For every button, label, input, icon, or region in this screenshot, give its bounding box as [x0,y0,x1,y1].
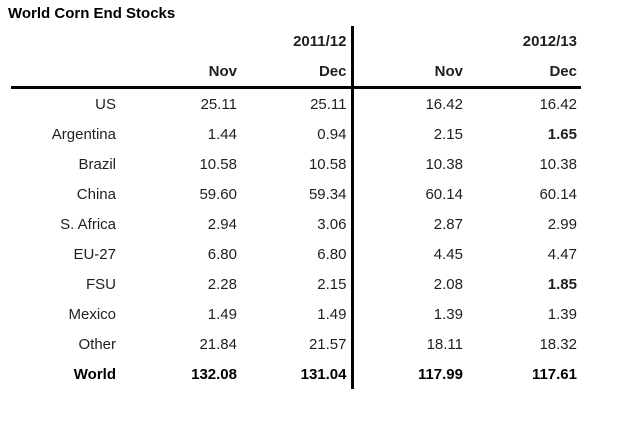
cell-2011-12-nov: 25.11 [200,95,237,113]
cell-2011-12-dec: 3.06 [241,209,354,239]
row-label: S. Africa [60,215,116,233]
cell-2011-12-dec: 21.57 [241,329,354,359]
table-row: Brazil 10.58 10.58 10.38 10.38 [11,149,581,179]
table-row: Mexico 1.49 1.49 1.39 1.39 [11,299,581,329]
cell-2011-12-dec: 25.11 [241,87,354,119]
row-label: US [95,95,116,113]
year-header-spacer [11,26,120,56]
cell-2012-13-nov: 16.42 [425,95,463,113]
row-label: Mexico [68,305,116,323]
month-header-nov-2012: Nov [352,56,467,89]
cell-2011-12-nov: 1.44 [207,125,237,143]
row-label: China [76,185,116,203]
table-body: US 25.11 25.11 16.42 16.42 Argentina 1.4… [11,87,581,389]
cell-2011-12-dec: 59.34 [241,179,354,209]
cell-2012-13-dec: 10.38 [539,155,577,173]
cell-2011-12-nov: 132.08 [191,365,237,383]
cell-2012-13-nov: 60.14 [425,185,463,203]
table-row: World 132.08 131.04 117.99 117.61 [11,359,581,389]
cell-2012-13-dec: 18.32 [539,335,577,353]
cell-2012-13-nov: 10.38 [425,155,463,173]
row-label: FSU [86,275,116,293]
cell-2012-13-nov: 1.39 [433,305,463,323]
cell-2011-12-dec: 6.80 [241,239,354,269]
cell-2012-13-nov: 2.87 [433,215,463,233]
cell-2012-13-dec: 16.42 [539,95,577,113]
month-header-dec-2012: Dec [467,56,581,89]
cell-2012-13-dec: 2.99 [547,215,577,233]
cell-2012-13-nov: 117.99 [417,365,463,383]
row-label: EU-27 [73,245,116,263]
cell-2012-13-dec: 1.85 [547,275,577,293]
month-header-nov-2011: Nov [120,56,241,89]
table-row: Argentina 1.44 0.94 2.15 1.65 [11,119,581,149]
cell-2012-13-nov: 2.15 [433,125,463,143]
cell-2012-13-dec: 1.39 [547,305,577,323]
cell-2011-12-nov: 59.60 [199,185,237,203]
cell-2011-12-dec: 10.58 [241,149,354,179]
month-header-dec-2011: Dec [241,56,354,89]
cell-2011-12-nov: 21.84 [199,335,237,353]
cell-2011-12-dec: 0.94 [241,119,354,149]
cell-2011-12-nov: 2.28 [207,275,237,293]
year-header-row: 2011/12 2012/13 [11,26,581,56]
table-row: Other 21.84 21.57 18.11 18.32 [11,329,581,359]
cell-2012-13-nov: 2.08 [433,275,463,293]
cell-2011-12-nov: 6.80 [207,245,237,263]
page-title: World Corn End Stocks [8,5,176,22]
cell-2011-12-dec: 2.15 [241,269,354,299]
cell-2011-12-dec: 1.49 [241,299,354,329]
row-label: Other [78,335,116,353]
row-label: Argentina [51,125,116,143]
cell-2012-13-dec: 1.65 [547,125,577,143]
table-row: US 25.11 25.11 16.42 16.42 [11,87,581,119]
cell-2011-12-nov: 2.94 [207,215,237,233]
cell-2011-12-nov: 10.58 [199,155,237,173]
row-label: World [73,365,116,383]
table-row: China 59.60 59.34 60.14 60.14 [11,179,581,209]
month-header-spacer [11,56,120,89]
table-row: FSU 2.28 2.15 2.08 1.85 [11,269,581,299]
month-header-row: Nov Dec Nov Dec [11,56,581,89]
cell-2012-13-dec: 117.61 [531,365,577,383]
cell-2011-12-dec: 131.04 [241,359,354,389]
cell-2012-13-nov: 4.45 [433,245,463,263]
table-row: EU-27 6.80 6.80 4.45 4.47 [11,239,581,269]
table-row: S. Africa 2.94 3.06 2.87 2.99 [11,209,581,239]
cell-2012-13-nov: 18.11 [426,335,463,353]
year-header-2011-12: 2011/12 [120,26,354,56]
row-label: Brazil [78,155,116,173]
cell-2012-13-dec: 4.47 [547,245,577,263]
cell-2011-12-nov: 1.49 [207,305,237,323]
corn-end-stocks-table: 2011/12 2012/13 Nov Dec Nov Dec US 25.11… [11,26,581,389]
year-header-2012-13: 2012/13 [522,32,577,50]
cell-2012-13-dec: 60.14 [539,185,577,203]
